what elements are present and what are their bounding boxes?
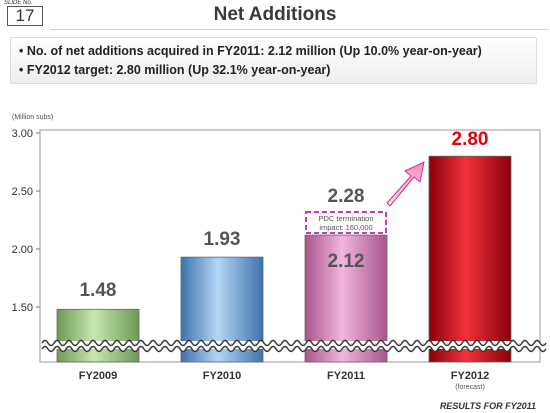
x-tick-label: FY2011 (327, 370, 365, 382)
y-tick-label: 2.00 (12, 244, 33, 256)
pdc-note-line: impact: 160,000 (319, 223, 372, 232)
growth-arrow-icon (386, 161, 425, 207)
annotation-value-label: 2.28 (328, 186, 365, 207)
x-tick-label: FY2010 (203, 370, 242, 382)
data-label: 2.80 (452, 129, 489, 150)
y-tick-label: 1.50 (12, 302, 33, 314)
data-label: 2.12 (328, 251, 365, 272)
bar-fy2012 (428, 155, 512, 363)
slide-number: 17 (7, 6, 43, 26)
slide-number-label: SLIDE No. (4, 0, 33, 6)
data-label: 1.93 (204, 229, 241, 250)
page-title: Net Additions (213, 4, 337, 25)
x-tick-sublabel: (forecast) (455, 384, 485, 391)
x-tick-label: FY2009 (79, 370, 118, 382)
axis-break-line (41, 339, 547, 347)
pdc-note-box (305, 211, 387, 234)
title-divider (50, 29, 548, 30)
pdc-note-line: PDC termination (318, 214, 373, 223)
footer-label: RESULTS FOR FY2011 (439, 401, 536, 411)
summary-bullet: FY2012 target: 2.80 million (Up 32.1% ye… (19, 61, 528, 80)
x-tick-label: FY2012 (451, 370, 490, 382)
axis-break-line (41, 345, 547, 353)
bar-fy2009 (56, 308, 140, 363)
y-axis-label: (Million subs) (12, 114, 53, 121)
y-tick-label: 3.00 (12, 128, 33, 140)
y-tick-label: 2.50 (12, 186, 33, 198)
plot-frame (39, 129, 541, 363)
data-label: 1.48 (80, 280, 117, 301)
summary-bullet: No. of net additions acquired in FY2011:… (19, 42, 528, 61)
summary-box: No. of net additions acquired in FY2011:… (10, 37, 537, 84)
